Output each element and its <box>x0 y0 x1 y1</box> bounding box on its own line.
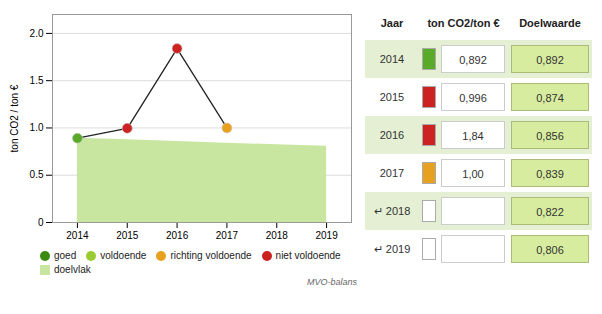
html-text:2015: 2015 <box>379 91 405 103</box>
html-text:0,839: 0,839 <box>536 168 564 180</box>
html-text:0,874: 0,874 <box>536 92 564 104</box>
html-text:0,892: 0,892 <box>536 54 564 66</box>
svg-text:ton CO2 / ton €: ton CO2 / ton € <box>9 84 20 152</box>
svg-text:2014: 2014 <box>66 230 89 241</box>
html-text:Doelwaarde: Doelwaarde <box>519 17 581 29</box>
html-text:0,822: 0,822 <box>536 206 564 218</box>
html-text:voldoende: voldoende <box>100 250 147 261</box>
html-text:↵ 2019: ↵ 2019 <box>373 242 411 255</box>
svg-text:2019: 2019 <box>315 230 338 241</box>
svg-text:0.5: 0.5 <box>30 169 44 180</box>
svg-text:2018: 2018 <box>266 230 289 241</box>
html-text:0,856: 0,856 <box>536 130 564 142</box>
svg-text:1.0: 1.0 <box>30 122 44 133</box>
html-text:Jaar: Jaar <box>380 17 404 29</box>
html-text:niet voldoende: niet voldoende <box>275 250 341 261</box>
html-text:doelvlak: doelvlak <box>54 264 91 275</box>
html-text:0,806: 0,806 <box>536 244 564 256</box>
html-text:0,892: 0,892 <box>459 54 487 66</box>
html-text:0,996: 0,996 <box>459 92 487 104</box>
html-text:2017: 2017 <box>379 167 405 179</box>
html-text:↵ 2018: ↵ 2018 <box>373 204 411 217</box>
html-text:MVO-balans: MVO-balans <box>307 277 357 287</box>
svg-text:1.5: 1.5 <box>30 75 44 86</box>
html-text:2014: 2014 <box>379 53 405 65</box>
svg-text:2016: 2016 <box>166 230 189 241</box>
html-text:ton CO2/ton €: ton CO2/ton € <box>427 17 500 29</box>
svg-text:0: 0 <box>38 217 44 228</box>
html-text:goed: goed <box>54 250 77 261</box>
svg-text:2.0: 2.0 <box>30 28 44 39</box>
html-text:richting voldoende: richting voldoende <box>170 250 252 261</box>
svg-text:2017: 2017 <box>216 230 239 241</box>
html-text:1,00: 1,00 <box>462 168 484 180</box>
svg-text:2015: 2015 <box>116 230 139 241</box>
html-text:2016: 2016 <box>379 129 405 141</box>
html-text:1,84: 1,84 <box>462 130 484 142</box>
